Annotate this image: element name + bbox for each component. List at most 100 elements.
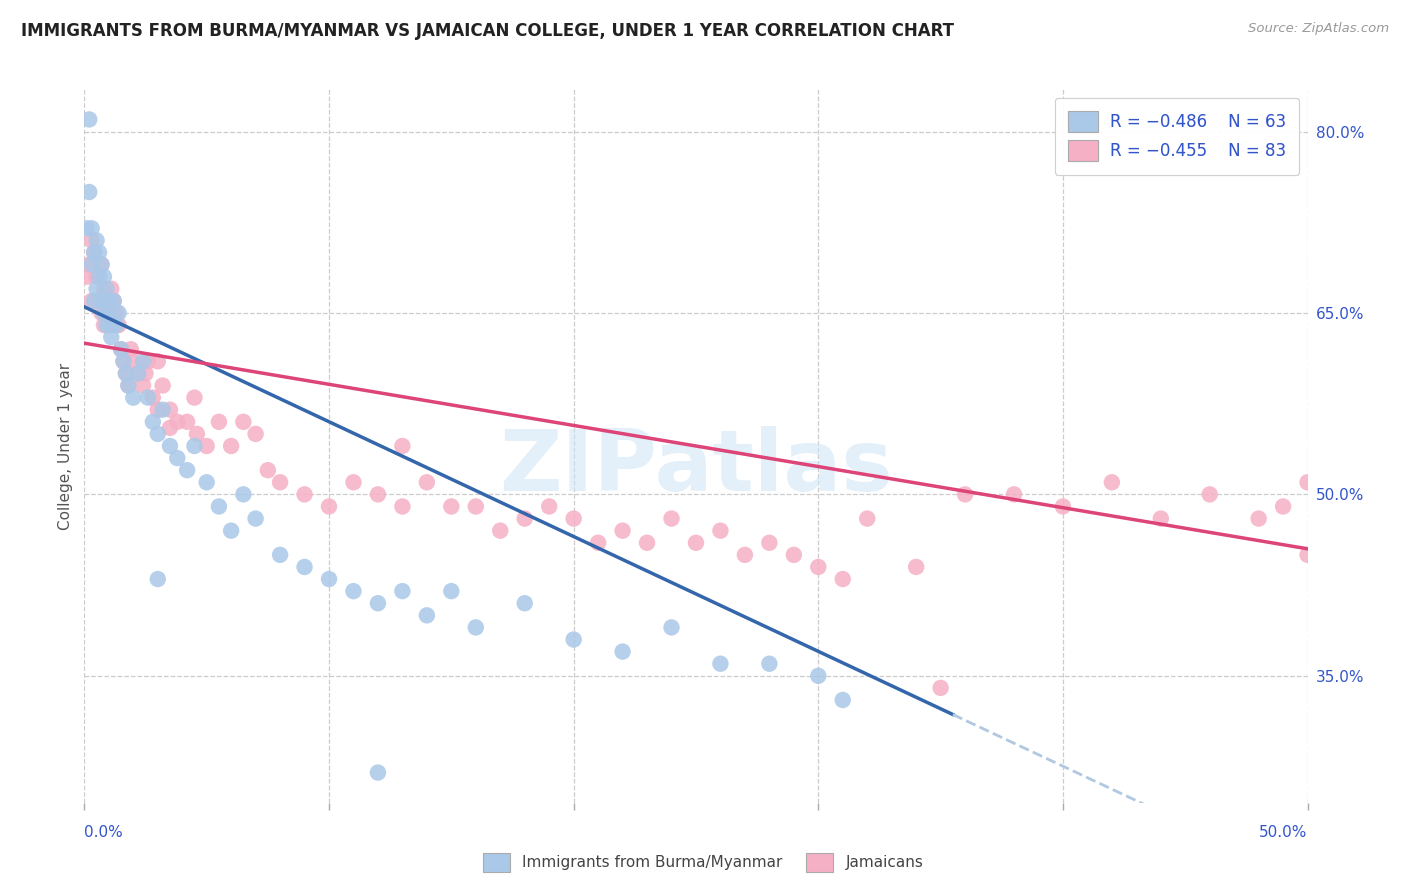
Point (117, 378, 139, 392)
Point (93, 282, 115, 296)
Text: 50.0%: 50.0% (1260, 825, 1308, 840)
Point (183, 391, 205, 405)
Point (86, 282, 108, 296)
Point (929, 681, 952, 695)
Point (136, 354, 159, 368)
Point (117, 378, 139, 392)
Point (103, 293, 125, 308)
Point (318, 500, 340, 514)
Point (661, 511, 683, 525)
Point (489, 524, 512, 538)
Point (367, 765, 389, 780)
Point (953, 487, 976, 501)
Point (831, 572, 853, 586)
Point (146, 354, 169, 368)
Point (245, 511, 267, 525)
Point (159, 402, 181, 417)
Point (195, 475, 218, 490)
Point (96, 318, 118, 332)
Legend: R = −0.486    N = 63, R = −0.455    N = 83: R = −0.486 N = 63, R = −0.455 N = 83 (1054, 97, 1299, 175)
Point (586, 535, 609, 549)
Point (807, 560, 830, 574)
Point (136, 391, 159, 405)
Point (77, 258, 100, 272)
Point (142, 415, 165, 429)
Point (183, 439, 205, 453)
Point (90, 293, 112, 308)
Point (96, 282, 118, 296)
Point (122, 391, 145, 405)
Point (416, 608, 439, 623)
Point (105, 306, 128, 320)
Point (219, 524, 242, 538)
Point (96, 293, 118, 308)
Point (1052, 500, 1074, 514)
Point (90, 258, 112, 272)
Point (758, 657, 780, 671)
Point (97, 293, 120, 308)
Point (612, 524, 634, 538)
Point (219, 439, 242, 453)
Point (562, 632, 585, 647)
Point (685, 535, 707, 549)
Point (294, 560, 316, 574)
Point (176, 463, 198, 477)
Point (464, 500, 486, 514)
Point (146, 426, 169, 441)
Point (661, 620, 683, 634)
Point (513, 511, 536, 525)
Point (76, 269, 98, 284)
Point (83, 293, 105, 308)
Point (391, 500, 413, 514)
Point (1247, 511, 1270, 525)
Point (97, 306, 120, 320)
Point (132, 378, 155, 392)
Point (612, 645, 634, 659)
Point (734, 548, 756, 562)
Point (1150, 511, 1173, 525)
Point (103, 293, 125, 308)
Point (1296, 475, 1319, 490)
Point (807, 669, 830, 683)
Point (80, 293, 103, 308)
Y-axis label: College, Under 1 year: College, Under 1 year (58, 362, 73, 530)
Point (208, 415, 231, 429)
Point (232, 487, 254, 501)
Point (76, 221, 98, 235)
Point (159, 439, 181, 453)
Point (416, 475, 439, 490)
Point (80, 258, 103, 272)
Point (636, 535, 658, 549)
Point (112, 354, 135, 368)
Point (115, 367, 138, 381)
Point (1296, 548, 1319, 562)
Point (831, 693, 853, 707)
Point (97, 306, 120, 320)
Text: Source: ZipAtlas.com: Source: ZipAtlas.com (1249, 22, 1389, 36)
Point (367, 596, 389, 610)
Point (245, 426, 267, 441)
Point (105, 318, 128, 332)
Point (166, 415, 188, 429)
Point (127, 367, 149, 381)
Point (1272, 500, 1295, 514)
Point (391, 439, 413, 453)
Point (152, 402, 174, 417)
Point (107, 318, 129, 332)
Point (905, 560, 928, 574)
Point (93, 306, 115, 320)
Point (107, 306, 129, 320)
Point (562, 511, 585, 525)
Point (83, 245, 105, 260)
Point (93, 269, 115, 284)
Point (269, 475, 291, 490)
Point (90, 258, 112, 272)
Point (80, 221, 103, 235)
Point (100, 330, 122, 344)
Point (464, 620, 486, 634)
Point (90, 306, 112, 320)
Point (195, 439, 218, 453)
Point (87, 293, 110, 308)
Point (269, 548, 291, 562)
Point (87, 269, 110, 284)
